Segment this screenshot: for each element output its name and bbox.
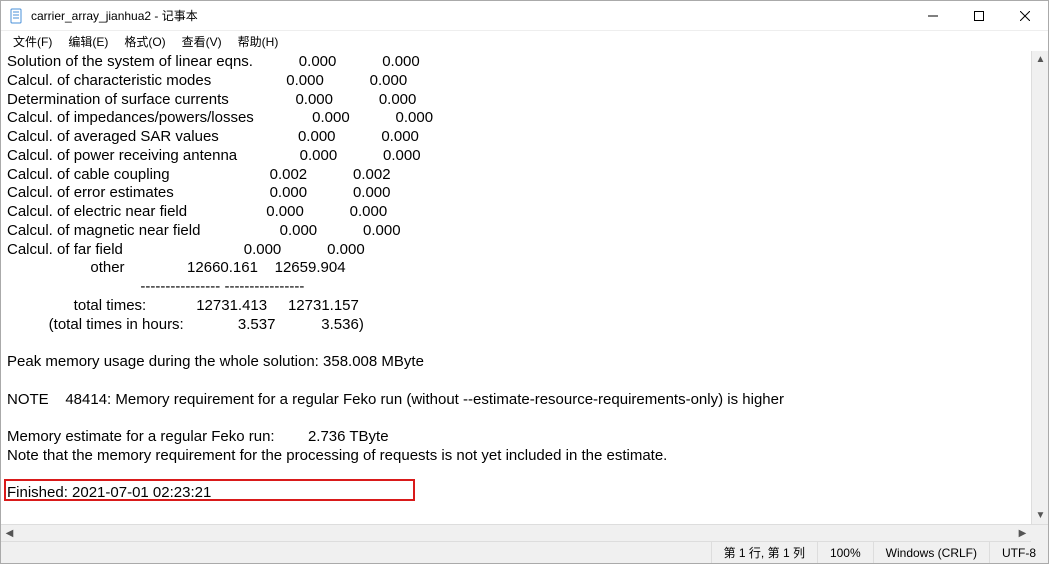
- status-line-ending: Windows (CRLF): [873, 542, 989, 563]
- menu-bar: 文件(F) 编辑(E) 格式(O) 查看(V) 帮助(H): [1, 31, 1048, 51]
- window-title: carrier_array_jianhua2 - 记事本: [31, 7, 198, 24]
- menu-format[interactable]: 格式(O): [118, 32, 171, 51]
- minimize-button[interactable]: [910, 1, 956, 31]
- title-bar: carrier_array_jianhua2 - 记事本: [1, 1, 1048, 31]
- notepad-icon: [9, 8, 25, 24]
- text-area[interactable]: Solution of the system of linear eqns. 0…: [1, 51, 1031, 524]
- close-button[interactable]: [1002, 1, 1048, 31]
- maximize-button[interactable]: [956, 1, 1002, 31]
- horizontal-scrollbar[interactable]: ◀ ▶: [1, 524, 1048, 541]
- hscroll-track[interactable]: [18, 525, 1014, 541]
- menu-view[interactable]: 查看(V): [176, 32, 228, 51]
- status-zoom: 100%: [817, 542, 873, 563]
- status-bar: 第 1 行, 第 1 列 100% Windows (CRLF) UTF-8: [1, 541, 1048, 563]
- status-encoding: UTF-8: [989, 542, 1048, 563]
- vertical-scrollbar[interactable]: ▲ ▼: [1031, 51, 1048, 524]
- scroll-right-icon[interactable]: ▶: [1014, 525, 1031, 542]
- status-position: 第 1 行, 第 1 列: [711, 542, 817, 563]
- status-flex: [1, 542, 711, 563]
- menu-help[interactable]: 帮助(H): [232, 32, 285, 51]
- menu-edit[interactable]: 编辑(E): [62, 32, 114, 51]
- scroll-down-icon[interactable]: ▼: [1032, 507, 1048, 524]
- scrollbar-corner: [1031, 525, 1048, 542]
- menu-file[interactable]: 文件(F): [7, 32, 58, 51]
- scroll-up-icon[interactable]: ▲: [1032, 51, 1048, 68]
- scroll-left-icon[interactable]: ◀: [1, 525, 18, 542]
- content-wrap: Solution of the system of linear eqns. 0…: [1, 51, 1048, 524]
